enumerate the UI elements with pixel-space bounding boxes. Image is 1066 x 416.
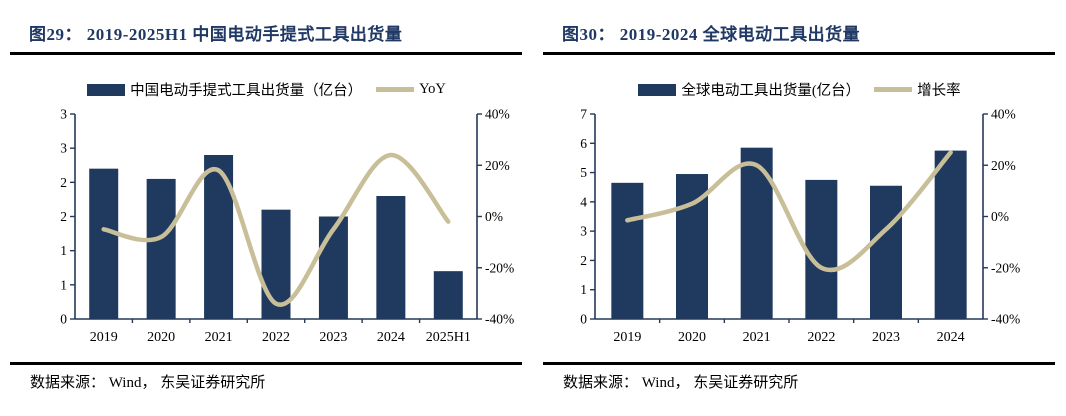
figure-panel-china: 图29： 2019-2025H1 中国电动手提式工具出货量 中国电动手提式工具出… [0,25,533,391]
left-axis-label: 2 [60,175,67,190]
legend-item-line: YoY [376,81,446,98]
legend-line-label: 增长率 [917,83,961,99]
chart-legend: 中国电动手提式工具出货量（亿台） YoY [0,79,533,100]
chart-canvas-global: 7 6 5 4 3 2 1 0 40% 20% 0% -20% -40% 2019 2020 2021 2022… [580,107,1020,346]
left-axis-label: 1 [580,282,587,297]
bar-2021 [204,155,234,319]
legend-bar-label: 中国电动手提式工具出货量（亿台） [130,83,363,99]
line-series-swatch [376,87,415,92]
figure-panel-global: 图30： 2019-2024 全球电动工具出货量 全球电动工具出货量(亿台） 增… [533,0,1066,416]
left-axis-label: 5 [580,165,587,180]
left-axis-label: 0 [580,312,587,327]
left-axis-label: 2 [60,209,67,224]
bar-2024 [376,196,406,319]
bar-series-swatch [87,83,126,96]
x-category-label: 2024 [937,330,965,345]
right-axis-label: 0% [485,209,503,224]
bar-2024 [934,150,967,319]
legend-line-label: YoY [419,81,446,97]
bar-2023 [318,216,348,319]
x-category-label: 2021 [743,330,771,345]
left-axis-label: 1 [60,243,67,258]
legend-item-bar: 全球电动工具出货量(亿台） [638,79,860,100]
bar-2019 [89,168,119,319]
left-axis-label: 3 [580,224,587,239]
data-source: 数据来源： Wind， 东吴证券研究所 [563,375,799,391]
right-axis-label: -20% [991,260,1020,275]
x-category-label: 2023 [872,330,900,345]
x-category-label: 2023 [319,330,347,345]
line-series-swatch [874,87,913,92]
figure-title: 图30： 2019-2024 全球电动工具出货量 [562,25,861,44]
left-axis-label: 6 [580,136,587,151]
bar-series-swatch [638,83,677,96]
x-category-label: 2022 [807,330,835,345]
left-axis-label: 0 [60,312,67,327]
title-rule [10,52,522,55]
right-axis-label: 40% [485,107,510,122]
x-category-label: 2019 [90,330,118,345]
legend-item-line: 增长率 [874,79,961,100]
chart-legend: 全球电动工具出货量(亿台） 增长率 [533,79,1066,100]
bar-2022 [805,179,838,319]
left-axis-label: 1 [60,277,67,292]
figure-title: 图29： 2019-2025H1 中国电动手提式工具出货量 [29,25,403,44]
right-axis-label: 40% [991,107,1016,122]
legend-item-bar: 中国电动手提式工具出货量（亿台） [87,79,362,100]
yoy-line [101,152,451,307]
bar-2025H1 [433,271,463,319]
chart-canvas-china: 3 3 2 2 1 1 0 40% 20% 0% -20% -40% 2019 2020 2021 2022 2… [60,107,514,346]
x-category-label: 2021 [205,330,233,345]
x-category-label: 2025H1 [426,330,471,345]
bar-2020 [146,178,176,319]
source-rule [543,362,1055,365]
legend-bar-label: 全球电动工具出货量(亿台） [681,83,861,99]
x-category-label: 2022 [262,330,290,345]
right-axis-label: -20% [485,260,514,275]
left-axis-label: 7 [580,107,587,122]
bar-2019 [611,182,644,319]
right-axis-label: -40% [485,312,514,327]
right-axis-label: -40% [991,312,1020,327]
right-axis-label: 0% [991,209,1009,224]
x-category-label: 2019 [613,330,641,345]
data-source: 数据来源： Wind， 东吴证券研究所 [30,375,266,391]
left-axis-label: 2 [580,253,587,268]
growth-line [625,150,953,273]
left-axis-label: 4 [580,194,587,209]
left-axis-label: 3 [60,107,67,122]
title-rule [543,52,1055,55]
right-axis-label: 20% [991,158,1016,173]
bar-2023 [870,185,902,319]
x-category-label: 2024 [377,330,405,345]
x-category-label: 2020 [678,330,706,345]
source-rule [10,362,522,365]
right-axis-label: 20% [485,158,510,173]
left-axis-label: 3 [60,141,67,156]
x-category-label: 2020 [147,330,175,345]
